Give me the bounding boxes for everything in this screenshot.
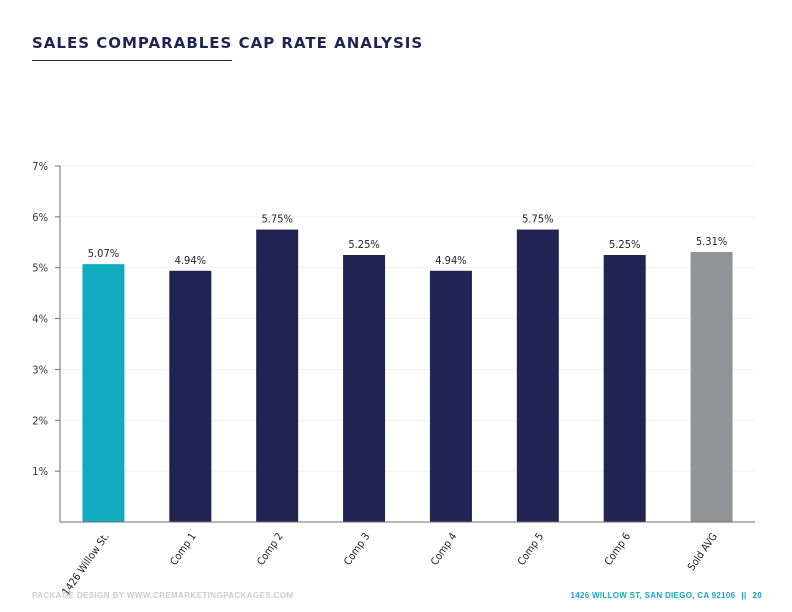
design-credit: PACKAGE DESIGN BY WWW.CREMARKETINGPACKAG… bbox=[32, 591, 294, 600]
footer-address-block: 1426 WILLOW ST, SAN DIEGO, CA 92106 || 20 bbox=[571, 591, 763, 600]
footer-address: 1426 WILLOW ST, SAN DIEGO, CA 92106 bbox=[570, 591, 736, 600]
x-tick-label: Comp 4 bbox=[429, 531, 460, 568]
bar bbox=[690, 251, 733, 522]
footer-separator: || bbox=[741, 591, 747, 600]
x-tick-label: 1426 Willow St. bbox=[60, 531, 112, 598]
bar-data-label: 5.25% bbox=[348, 238, 379, 251]
bar bbox=[82, 264, 125, 522]
bar-data-label: 5.75% bbox=[522, 213, 553, 226]
bar-data-label: 4.94% bbox=[175, 254, 206, 267]
x-tick-label: Comp 3 bbox=[342, 531, 373, 568]
x-tick-label: Comp 2 bbox=[255, 531, 286, 568]
y-tick-label: 5% bbox=[32, 262, 48, 275]
page-title: SALES COMPARABLES CAP RATE ANALYSIS bbox=[32, 34, 424, 52]
bar bbox=[256, 229, 299, 523]
page-number: 20 bbox=[752, 591, 762, 600]
y-tick-label: 4% bbox=[32, 313, 48, 326]
y-tick-label: 3% bbox=[32, 363, 48, 376]
y-tick-label: 7% bbox=[32, 160, 48, 173]
bar bbox=[429, 270, 472, 522]
y-tick-label: 6% bbox=[32, 211, 48, 224]
bar-data-label: 4.94% bbox=[435, 254, 466, 267]
bar-data-label: 5.25% bbox=[609, 238, 640, 251]
x-tick-label: Comp 6 bbox=[602, 531, 633, 568]
bar bbox=[169, 270, 212, 522]
x-tick-label: Sold AVG bbox=[686, 531, 720, 573]
bar-data-label: 5.07% bbox=[88, 247, 119, 260]
bar-data-label: 5.75% bbox=[261, 213, 292, 226]
x-tick-label: Comp 1 bbox=[168, 531, 199, 568]
bar-data-label: 5.31% bbox=[696, 235, 727, 248]
bar bbox=[603, 255, 646, 522]
bar bbox=[516, 229, 559, 523]
bar bbox=[343, 255, 386, 522]
y-tick-label: 2% bbox=[32, 414, 48, 427]
title-underline bbox=[32, 60, 232, 61]
x-tick-label: Comp 5 bbox=[515, 531, 546, 568]
y-tick-label: 1% bbox=[32, 465, 48, 478]
